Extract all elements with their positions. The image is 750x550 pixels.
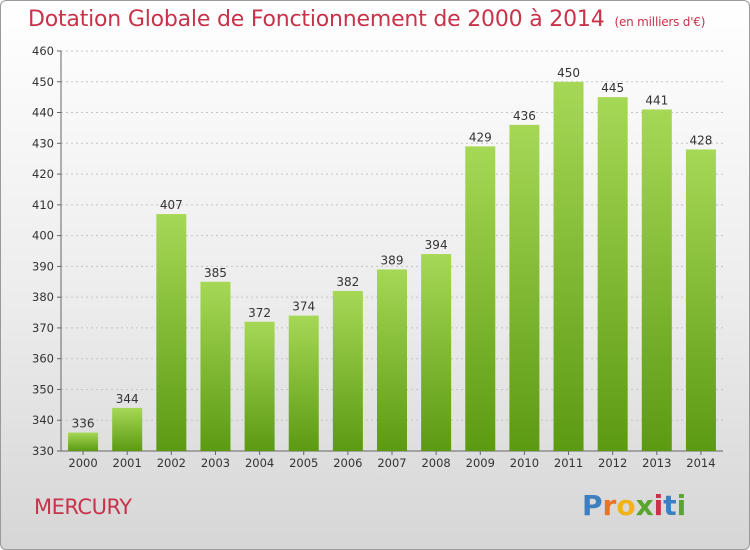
- x-tick-label-2013: 2013: [642, 456, 671, 470]
- x-tick-label-2011: 2011: [554, 456, 583, 470]
- commune-name: MERCURY: [34, 495, 132, 519]
- y-tick-label: 350: [32, 382, 54, 396]
- data-label-2011: 450: [557, 66, 580, 80]
- chart-subtitle: (en milliers d'€): [614, 15, 706, 29]
- bar-2002: [156, 214, 187, 451]
- data-label-2005: 374: [292, 300, 315, 314]
- y-tick-label: 460: [32, 44, 54, 58]
- data-label-2012: 445: [601, 81, 624, 95]
- y-tick-label: 450: [32, 75, 54, 89]
- bar-2003: [200, 281, 231, 451]
- y-tick-label: 370: [32, 321, 54, 335]
- logo-letter: r: [602, 489, 617, 522]
- x-tick-label-2007: 2007: [377, 456, 406, 470]
- x-tick-label-2009: 2009: [466, 456, 495, 470]
- data-label-2002: 407: [160, 198, 183, 212]
- data-label-2000: 336: [72, 417, 95, 431]
- bar-2000: [68, 432, 99, 451]
- bar-2012: [597, 97, 628, 452]
- bar-2004: [244, 321, 275, 451]
- data-label-2001: 344: [116, 392, 139, 406]
- x-tick-label-2005: 2005: [289, 456, 318, 470]
- logo-letter: x: [635, 489, 654, 522]
- data-label-2014: 428: [689, 133, 712, 147]
- bar-2006: [332, 291, 363, 451]
- bar-2005: [288, 315, 319, 451]
- data-label-2008: 394: [425, 238, 448, 252]
- y-tick-label: 430: [32, 136, 54, 150]
- x-tick-label-2014: 2014: [686, 456, 715, 470]
- y-tick-label: 330: [32, 444, 54, 458]
- bar-2014: [685, 149, 716, 451]
- bar-2009: [465, 146, 496, 451]
- y-tick-label: 420: [32, 167, 54, 181]
- data-label-2004: 372: [248, 306, 271, 320]
- x-tick-label-2003: 2003: [201, 456, 230, 470]
- bar-2001: [112, 407, 143, 451]
- x-tick-label-2000: 2000: [68, 456, 97, 470]
- proxiti-logo: Proxiti: [582, 489, 686, 522]
- data-label-2009: 429: [469, 130, 492, 144]
- x-tick-label-2010: 2010: [510, 456, 539, 470]
- y-tick-label: 410: [32, 198, 54, 212]
- bar-2013: [641, 109, 672, 451]
- logo-letter: o: [616, 489, 636, 522]
- bar-2007: [377, 269, 407, 451]
- x-tick-label-2012: 2012: [598, 456, 627, 470]
- x-tick-label-2006: 2006: [333, 456, 362, 470]
- x-tick-label-2004: 2004: [245, 456, 274, 470]
- y-tick-label: 380: [32, 290, 54, 304]
- bar-2008: [421, 254, 452, 451]
- x-tick-label-2002: 2002: [157, 456, 186, 470]
- y-tick-label: 360: [32, 352, 54, 366]
- x-tick-label-2008: 2008: [421, 456, 450, 470]
- data-label-2010: 436: [513, 109, 536, 123]
- logo-letter: t: [663, 489, 677, 522]
- logo-letter: P: [582, 489, 603, 522]
- x-tick-label-2001: 2001: [113, 456, 142, 470]
- bar-2011: [553, 81, 584, 452]
- logo-letter: i: [676, 489, 687, 522]
- y-tick-label: 340: [32, 413, 54, 427]
- bar-2010: [509, 124, 540, 451]
- data-label-2013: 441: [645, 93, 668, 107]
- chart-title: Dotation Globale de Fonctionnement de 20…: [28, 7, 706, 32]
- y-tick-label: 440: [32, 106, 54, 120]
- data-label-2003: 385: [204, 266, 227, 280]
- y-tick-label: 390: [32, 259, 54, 273]
- data-label-2006: 382: [336, 275, 359, 289]
- data-label-2007: 389: [381, 253, 404, 267]
- logo-letter: i: [653, 489, 664, 522]
- y-tick-label: 400: [32, 229, 54, 243]
